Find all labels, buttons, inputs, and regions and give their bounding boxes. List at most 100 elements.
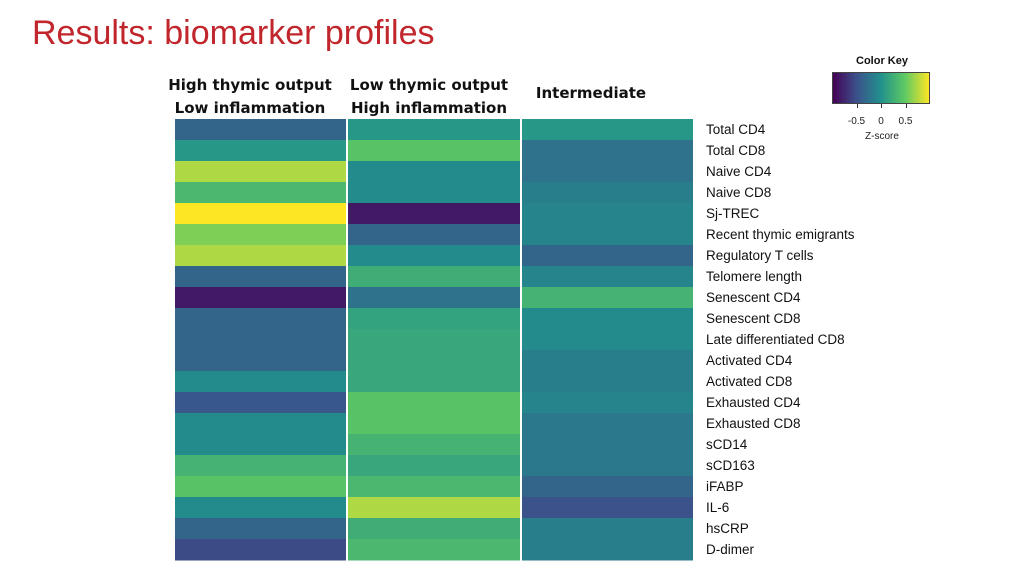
heatmap-cell (348, 392, 520, 414)
heatmap-cell (348, 497, 520, 519)
column-header-intermediate: Intermediate (520, 82, 662, 105)
heatmap-cell (348, 140, 520, 162)
heatmap-cell (175, 287, 346, 309)
row-label: Exhausted CD4 (706, 395, 801, 410)
column-header-line1: High thymic output (168, 76, 332, 94)
heatmap-cell (175, 308, 346, 330)
row-label: Total CD4 (706, 122, 766, 137)
heatmap-cell (175, 413, 346, 435)
heatmap-cell (522, 518, 693, 540)
row-label: Late differentiated CD8 (706, 332, 845, 347)
heatmap-cell (522, 329, 693, 351)
color-key-tick-label: 0.5 (898, 116, 913, 127)
heatmap-cell (175, 371, 346, 393)
heatmap-cell (348, 413, 520, 435)
row-label: Naive CD4 (706, 164, 772, 179)
heatmap-cell (348, 476, 520, 498)
heatmap-cell (348, 245, 520, 267)
heatmap-cell (175, 518, 346, 540)
heatmap-cell (175, 350, 346, 372)
column-header-line2: High inflammation (350, 99, 508, 117)
column-header-line2: Low inflammation (174, 99, 326, 117)
heatmap-cell (348, 434, 520, 456)
heatmap-cell (175, 182, 346, 204)
heatmap-cell (522, 266, 693, 288)
heatmap-cell (175, 140, 346, 162)
row-label: Exhausted CD8 (706, 416, 801, 431)
heatmap-cell (522, 371, 693, 393)
column-header-line1: Intermediate (535, 84, 647, 102)
heatmap-cell (348, 224, 520, 246)
heatmap-cell (348, 371, 520, 393)
row-label: Senescent CD4 (706, 290, 801, 305)
heatmap-cell (175, 266, 346, 288)
heatmap-cell (522, 224, 693, 246)
heatmap-cell (348, 161, 520, 183)
row-label: hsCRP (706, 521, 749, 536)
row-label: Senescent CD8 (706, 311, 801, 326)
heatmap-cell (522, 434, 693, 456)
heatmap-cell (348, 308, 520, 330)
color-key-tick (881, 104, 882, 108)
color-key-tick (856, 104, 858, 108)
color-key-tick (905, 104, 907, 108)
heatmap-cell (175, 476, 346, 498)
heatmap-cell (175, 119, 346, 141)
column-header-high-thymic: High thymic output Low inflammation (160, 74, 340, 120)
heatmap-cell (175, 392, 346, 414)
row-label: Activated CD8 (706, 374, 792, 389)
heatmap-cell (522, 392, 693, 414)
heatmap-cell (522, 350, 693, 372)
row-label: Sj-TREC (706, 206, 759, 221)
heatmap-cell (522, 245, 693, 267)
heatmap-cell (175, 455, 346, 477)
heatmap-cell (175, 245, 346, 267)
column-header-low-thymic: Low thymic output High inflammation (341, 74, 517, 120)
heatmap-cell (175, 161, 346, 183)
heatmap-cell (522, 287, 693, 309)
heatmap-cell (348, 266, 520, 288)
heatmap-cell (522, 182, 693, 204)
row-label: Total CD8 (706, 143, 765, 158)
heatmap-cell (348, 182, 520, 204)
heatmap-cell (348, 203, 520, 225)
color-key-tick-label: 0 (878, 116, 884, 127)
heatmap-cell (175, 203, 346, 225)
heatmap-cell (348, 329, 520, 351)
heatmap-cell (348, 518, 520, 540)
column-header-line1: Low thymic output (349, 76, 509, 94)
heatmap-cell (522, 119, 693, 141)
heatmap-cell (175, 497, 346, 519)
heatmap-cell (522, 539, 693, 561)
heatmap-cell (522, 413, 693, 435)
color-key-tick-label: -0.5 (847, 116, 866, 127)
slide-title: Results: biomarker profiles (32, 14, 435, 52)
heatmap-cell (175, 224, 346, 246)
heatmap-cell (348, 350, 520, 372)
heatmap-cell (522, 161, 693, 183)
heatmap-cell (522, 308, 693, 330)
color-key-gradient (832, 72, 930, 104)
color-key-xlabel: Z-score (865, 131, 899, 142)
heatmap-cell (522, 497, 693, 519)
heatmap-cell (522, 203, 693, 225)
heatmap-cell (348, 119, 520, 141)
row-label: sCD14 (706, 437, 748, 452)
heatmap-cell (522, 476, 693, 498)
row-label: sCD163 (706, 458, 755, 473)
row-label: iFABP (706, 479, 744, 494)
heatmap-cell (175, 539, 346, 561)
row-label: IL-6 (706, 500, 729, 515)
row-label: D-dimer (706, 542, 755, 557)
row-label: Activated CD4 (706, 353, 793, 368)
row-label: Naive CD8 (706, 185, 771, 200)
heatmap-cell (348, 287, 520, 309)
color-key-title: Color Key (856, 55, 908, 67)
heatmap-cell (348, 539, 520, 561)
heatmap-cell (348, 455, 520, 477)
heatmap-cell (522, 455, 693, 477)
row-label: Recent thymic emigrants (706, 227, 855, 242)
heatmap-cell (175, 434, 346, 456)
row-label: Telomere length (706, 269, 802, 284)
